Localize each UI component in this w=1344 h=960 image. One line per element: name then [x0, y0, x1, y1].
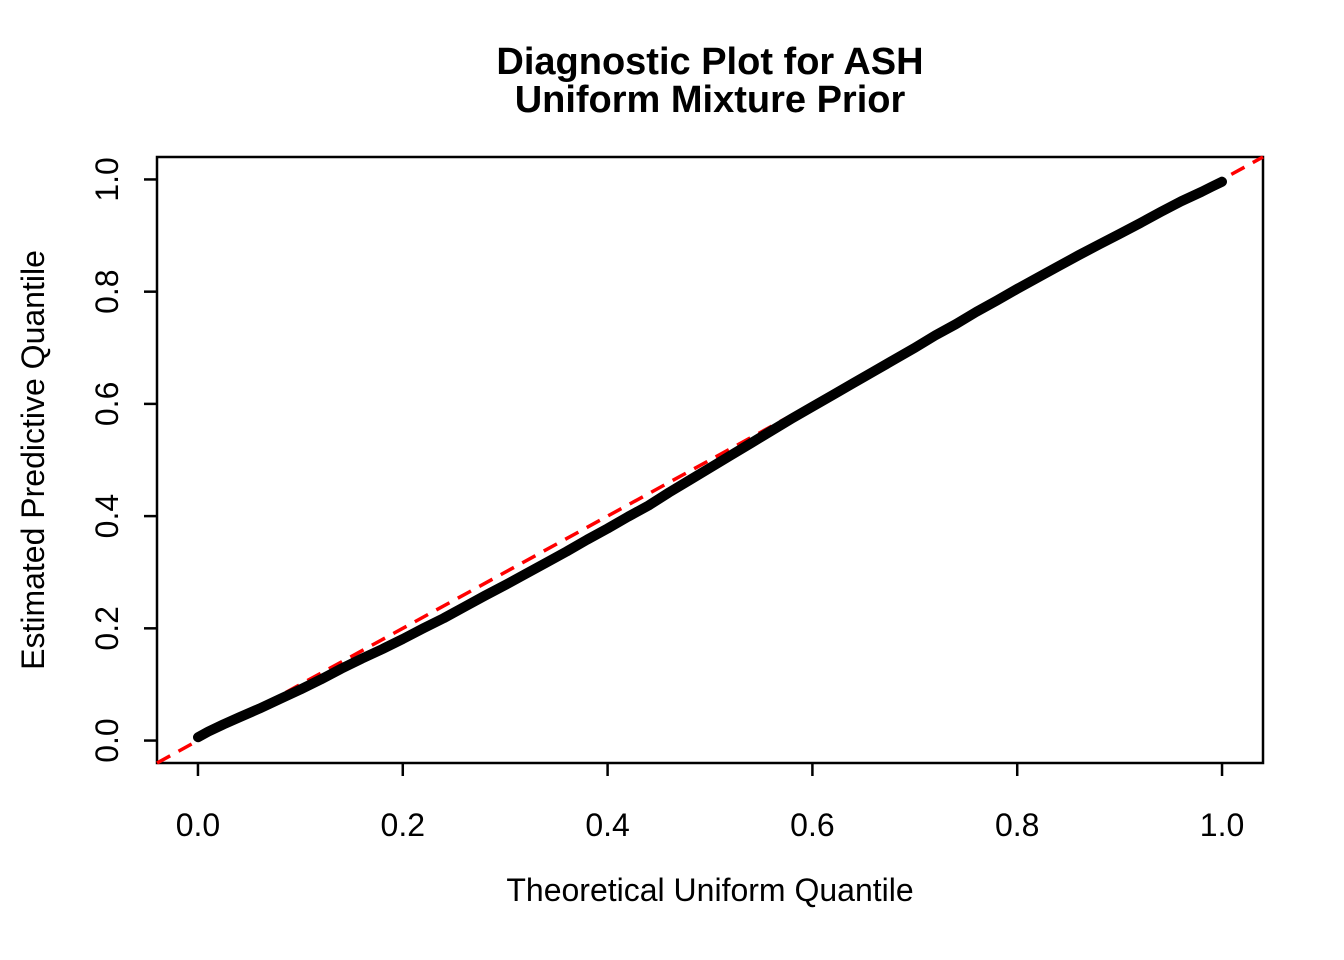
x-tick-label: 0.4 — [585, 807, 629, 843]
y-axis-ticks — [144, 178, 157, 742]
y-tick-label: 0.0 — [89, 718, 125, 762]
y-tick-label: 1.0 — [89, 157, 125, 201]
x-tick-label: 0.8 — [995, 807, 1039, 843]
x-tick-label: 1.0 — [1200, 807, 1244, 843]
y-axis-label: Estimated Predictive Quantile — [15, 250, 51, 670]
y-tick-label: 0.2 — [89, 606, 125, 650]
reference-diagonal-line — [156, 155, 1264, 765]
y-tick-label: 0.6 — [89, 382, 125, 426]
x-axis-tick-labels: 0.0 0.2 0.4 0.6 0.8 1.0 — [176, 807, 1245, 843]
x-tick-label: 0.2 — [381, 807, 425, 843]
x-axis-label: Theoretical Uniform Quantile — [506, 872, 913, 908]
y-axis-tick-labels: 0.0 0.2 0.4 0.6 0.8 1.0 — [89, 157, 125, 763]
plot-title-line-1: Diagnostic Plot for ASH — [496, 41, 923, 83]
quantile-curve — [193, 176, 1227, 743]
y-tick-label: 0.8 — [89, 269, 125, 313]
chart-series-layer — [156, 155, 1264, 765]
plot-title-line-2: Uniform Mixture Prior — [515, 79, 906, 121]
x-tick-label: 0.0 — [176, 807, 220, 843]
plot-box — [155, 155, 1265, 765]
x-axis-ticks — [196, 763, 1224, 776]
x-tick-label: 0.6 — [790, 807, 834, 843]
y-tick-label: 0.4 — [89, 494, 125, 538]
